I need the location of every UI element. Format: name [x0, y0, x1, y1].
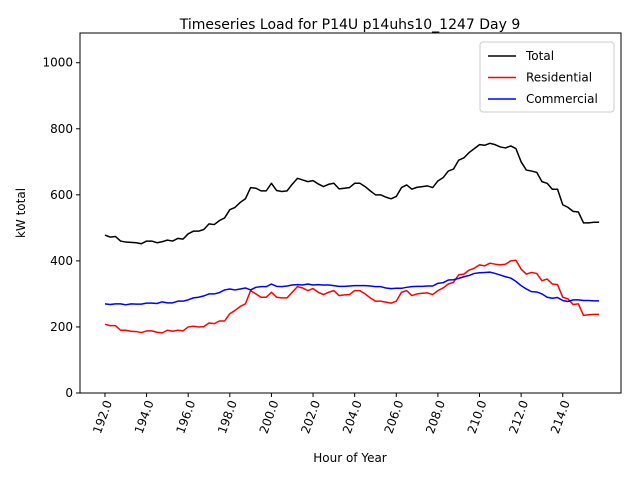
plot-frame [79, 32, 622, 394]
series-line-commercial [104, 271, 600, 306]
legend-label-total: Total [525, 49, 554, 63]
y-tick-label: 800 [50, 122, 73, 136]
y-tick-label: 200 [50, 320, 73, 334]
y-axis-label: kW total [14, 188, 28, 238]
series-line-total [104, 142, 600, 245]
legend-box [479, 41, 615, 113]
y-tick-label: 0 [65, 386, 73, 400]
y-tick-label: 400 [50, 254, 73, 268]
legend-label-commercial: Commercial [526, 92, 598, 106]
chart-title: Timeseries Load for P14U p14uhs10_1247 D… [179, 17, 521, 33]
legend-label-residential: Residential [526, 71, 592, 85]
series-line-residential [104, 259, 600, 334]
x-axis-label: Hour of Year [313, 451, 387, 465]
y-tick-label: 600 [50, 188, 73, 202]
legend: Total Residential Commercial [479, 41, 615, 113]
series-layer [104, 142, 600, 334]
y-axis-ticks: 0 200 400 600 800 1000 [42, 56, 80, 400]
y-tick-label: 1000 [42, 56, 73, 70]
